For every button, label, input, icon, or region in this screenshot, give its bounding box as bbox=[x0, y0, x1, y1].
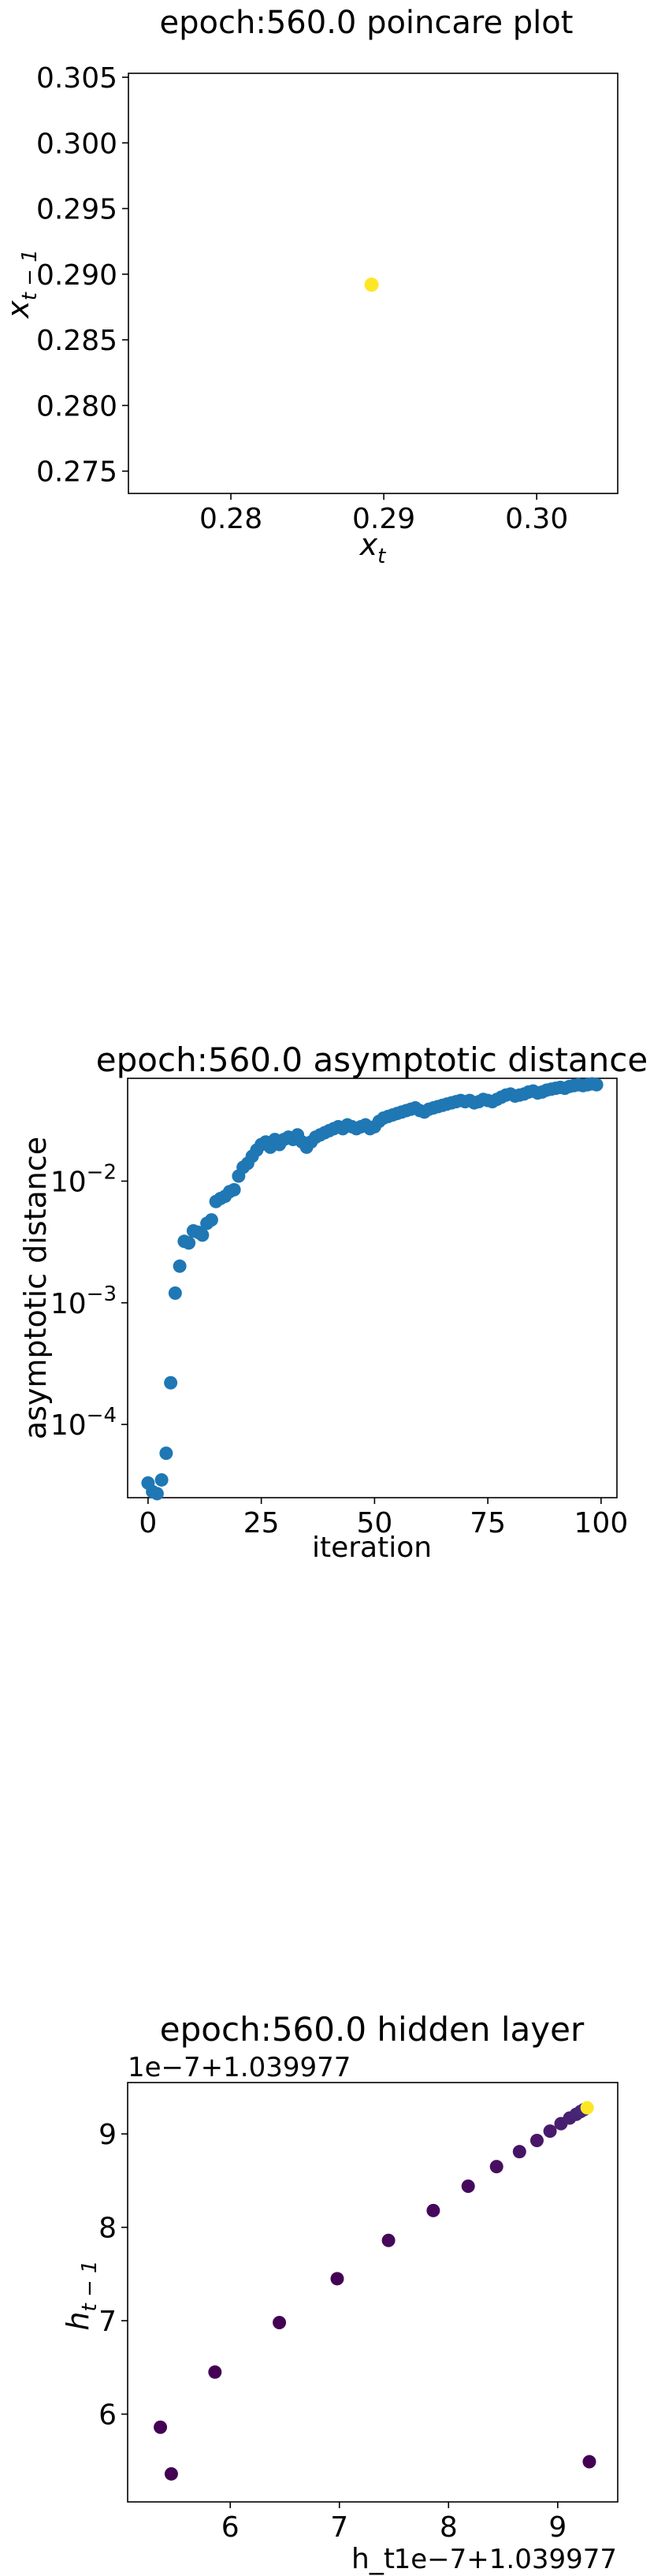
hidden-layer-point bbox=[461, 2180, 475, 2194]
poincare-y-tick-label: 0.290 bbox=[36, 259, 117, 292]
asymptotic-x-label: iteration bbox=[312, 1532, 432, 1564]
poincare-points bbox=[364, 277, 379, 292]
hidden-layer-point bbox=[273, 2316, 287, 2330]
poincare-y-tick-label: 0.295 bbox=[36, 194, 117, 226]
hidden-layer-x-axis: 6 7 8 9 bbox=[221, 2502, 567, 2544]
poincare-x-tick-label: 0.28 bbox=[199, 503, 262, 535]
asymptotic-point bbox=[589, 1078, 604, 1092]
asymptotic-y-tick-label: 10−3 bbox=[50, 1282, 117, 1320]
hidden-layer-y-tick-label: 8 bbox=[98, 2213, 117, 2245]
poincare-y-tick-label: 0.275 bbox=[36, 456, 117, 489]
asymptotic-x-tick-label: 50 bbox=[356, 1507, 392, 1539]
asymptotic-point bbox=[159, 1446, 173, 1461]
poincare-x-tick-label: 0.29 bbox=[352, 503, 415, 535]
asymptotic-points bbox=[141, 1077, 604, 1501]
hidden-layer-chart: epoch:560.0 hidden layer 1e−7+1.039977 6… bbox=[61, 2010, 619, 2575]
hidden-layer-points bbox=[154, 2101, 596, 2481]
asymptotic-point bbox=[173, 1259, 187, 1273]
hidden-layer-point bbox=[580, 2101, 594, 2115]
hidden-layer-y-tick-label: 9 bbox=[98, 2119, 117, 2151]
hidden-layer-x-offset: 1e−7+1.039977 bbox=[394, 2544, 617, 2575]
asymptotic-y-label: asymptotic distance bbox=[18, 1137, 53, 1439]
poincare-y-tick-label: 0.285 bbox=[36, 325, 117, 357]
asymptotic-point bbox=[154, 1472, 169, 1487]
hidden-layer-point bbox=[582, 2455, 596, 2469]
asymptotic-point bbox=[164, 1375, 178, 1390]
asymptotic-y-axis: 10−4 10−3 10−2 bbox=[50, 1160, 128, 1442]
hidden-layer-point bbox=[543, 2124, 557, 2139]
hidden-layer-title: epoch:560.0 hidden layer bbox=[160, 2010, 585, 2049]
asymptotic-y-tick-label: 10−2 bbox=[50, 1160, 117, 1198]
poincare-y-tick-label: 0.305 bbox=[36, 62, 117, 95]
hidden-layer-x-label: h_t bbox=[351, 2543, 395, 2575]
asymptotic-point bbox=[168, 1286, 182, 1301]
hidden-layer-point bbox=[512, 2145, 526, 2159]
hidden-layer-point bbox=[330, 2272, 344, 2286]
hidden-layer-x-tick-label: 6 bbox=[221, 2511, 240, 2544]
hidden-layer-y-axis: 6 7 8 9 bbox=[98, 2119, 128, 2432]
asymptotic-point bbox=[227, 1182, 241, 1197]
hidden-layer-point bbox=[208, 2365, 222, 2379]
hidden-layer-x-tick-label: 8 bbox=[440, 2511, 458, 2544]
hidden-layer-y-label: ht − 1 bbox=[61, 2260, 102, 2330]
asymptotic-point bbox=[195, 1228, 210, 1242]
hidden-layer-y-tick-label: 7 bbox=[98, 2306, 117, 2338]
hidden-layer-point bbox=[426, 2203, 440, 2217]
asymptotic-plot-frame bbox=[127, 1078, 618, 1498]
poincare-chart: epoch:560.0 poincare plot 0.28 0.29 0.30 0… bbox=[1, 5, 619, 568]
poincare-y-label: xt − 1 bbox=[1, 249, 42, 319]
hidden-layer-x-tick-label: 9 bbox=[548, 2511, 567, 2544]
asymptotic-chart: epoch:560.0 asymptotic distance 0 25 50 75 1… bbox=[18, 1040, 648, 1564]
poincare-x-axis: 0.28 0.29 0.30 bbox=[199, 493, 568, 535]
poincare-y-axis: 0.275 0.280 0.285 0.290 0.295 0.300 0.305 bbox=[36, 62, 128, 489]
asymptotic-y-tick-label: 10−4 bbox=[50, 1404, 117, 1442]
hidden-layer-point bbox=[154, 2420, 168, 2434]
asymptotic-x-tick-label: 0 bbox=[139, 1507, 157, 1539]
asymptotic-x-tick-label: 100 bbox=[574, 1507, 629, 1539]
poincare-y-tick-label: 0.300 bbox=[36, 128, 117, 160]
hidden-layer-x-tick-label: 7 bbox=[330, 2511, 348, 2544]
hidden-layer-point bbox=[381, 2233, 396, 2247]
hidden-layer-plot-frame bbox=[127, 2082, 619, 2503]
hidden-layer-y-offset: 1e−7+1.039977 bbox=[128, 2052, 351, 2083]
hidden-layer-point bbox=[489, 2160, 503, 2174]
poincare-point bbox=[364, 277, 379, 292]
asymptotic-x-tick-label: 75 bbox=[470, 1507, 506, 1539]
asymptotic-point bbox=[182, 1236, 196, 1250]
asymptotic-title: epoch:560.0 asymptotic distance bbox=[96, 1040, 648, 1079]
hidden-layer-point bbox=[529, 2133, 544, 2147]
poincare-title: epoch:560.0 poincare plot bbox=[160, 5, 574, 41]
poincare-y-tick-label: 0.280 bbox=[36, 390, 117, 423]
asymptotic-point bbox=[150, 1487, 164, 1501]
poincare-x-tick-label: 0.30 bbox=[505, 503, 568, 535]
hidden-layer-y-tick-label: 6 bbox=[98, 2399, 117, 2432]
hidden-layer-point bbox=[164, 2466, 178, 2481]
asymptotic-x-tick-label: 25 bbox=[243, 1507, 280, 1539]
asymptotic-point bbox=[204, 1213, 218, 1227]
asymptotic-x-axis: 0 25 50 75 100 bbox=[139, 1498, 628, 1539]
